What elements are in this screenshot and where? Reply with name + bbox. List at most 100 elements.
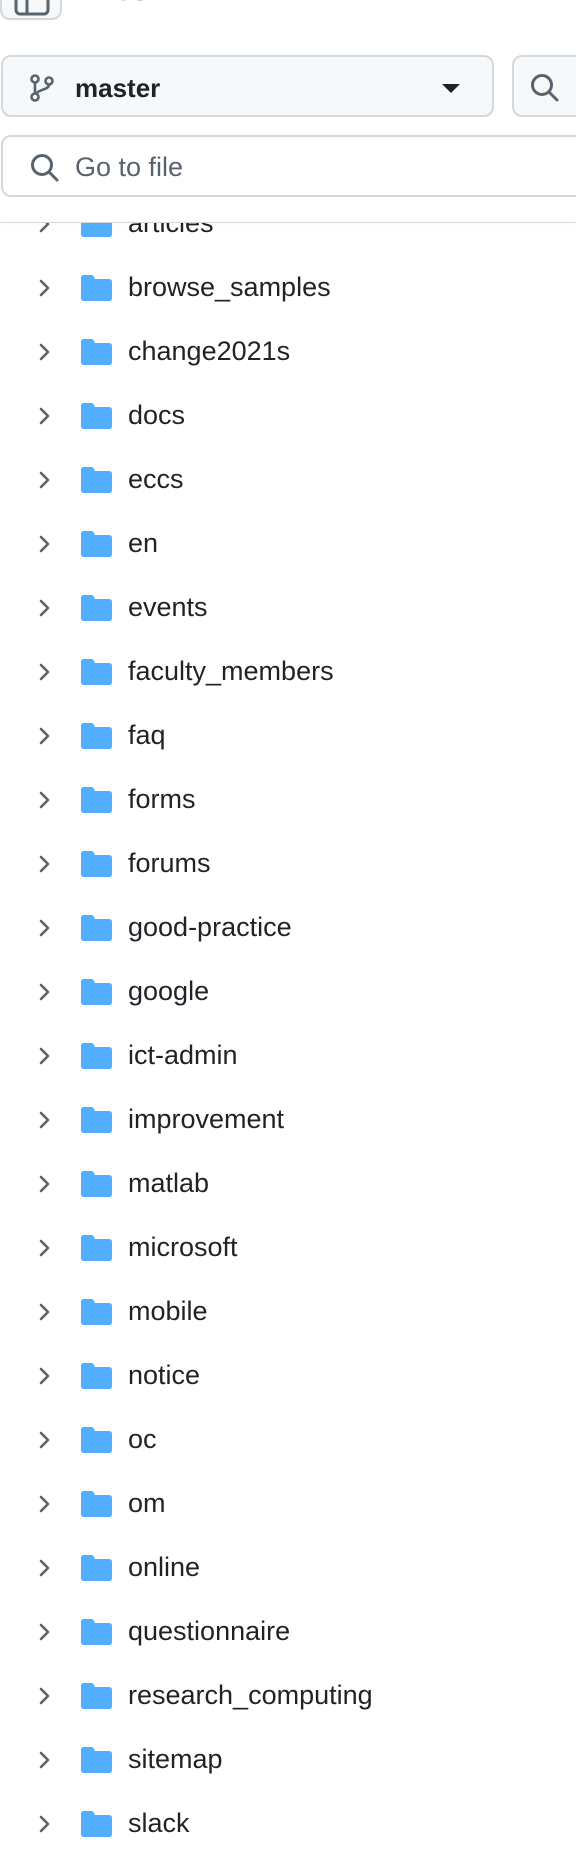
tree-item-folder[interactable]: mobile (0, 1280, 576, 1344)
tree-item-folder[interactable]: questionnaire (0, 1600, 576, 1664)
go-to-file-field[interactable] (1, 135, 576, 197)
chevron-right-icon[interactable] (38, 222, 52, 234)
tree-item-folder[interactable]: oc (0, 1408, 576, 1472)
chevron-right-icon[interactable] (38, 1238, 52, 1258)
chevron-right-icon[interactable] (38, 1046, 52, 1066)
tree-item-label: online (128, 1552, 201, 1582)
tree-item-label: en (128, 528, 159, 558)
folder-icon (81, 1043, 112, 1069)
folder-icon (81, 1171, 112, 1197)
tree-item-folder[interactable]: browse_samples (0, 256, 576, 320)
folder-icon (81, 659, 112, 685)
tree-item-label: slack (128, 1808, 190, 1838)
tree-item-label: sitemap (128, 1744, 223, 1774)
branch-selector-button[interactable]: master (1, 55, 494, 117)
tree-item-folder[interactable]: slack (0, 1792, 576, 1856)
folder-icon (81, 979, 112, 1005)
go-to-file-input[interactable] (75, 147, 555, 187)
chevron-right-icon[interactable] (38, 1622, 52, 1642)
tree-item-folder[interactable]: improvement (0, 1088, 576, 1152)
tree-item-folder[interactable]: faq (0, 704, 576, 768)
chevron-right-icon[interactable] (38, 1174, 52, 1194)
tree-item-folder[interactable]: docs (0, 384, 576, 448)
folder-icon (81, 1107, 112, 1133)
chevron-right-icon[interactable] (38, 342, 52, 362)
chevron-right-icon[interactable] (38, 918, 52, 938)
folder-icon (81, 467, 112, 493)
folder-icon (81, 531, 112, 557)
chevron-right-icon[interactable] (38, 1110, 52, 1130)
chevron-right-icon[interactable] (38, 534, 52, 554)
tree-item-folder[interactable]: en (0, 512, 576, 576)
chevron-right-icon[interactable] (38, 662, 52, 682)
folder-icon (81, 787, 112, 813)
file-tree-list: articles browse_samples change2021s docs ecc… (0, 222, 576, 1856)
tree-item-label: om (128, 1488, 166, 1518)
chevron-right-icon[interactable] (38, 1494, 52, 1514)
tree-item-folder[interactable]: ict-admin (0, 1024, 576, 1088)
chevron-right-icon[interactable] (38, 1558, 52, 1578)
sidebar-collapse-icon (14, 0, 50, 16)
chevron-right-icon[interactable] (38, 726, 52, 746)
folder-icon (81, 1235, 112, 1261)
tree-item-folder[interactable]: sitemap (0, 1728, 576, 1792)
tree-item-folder[interactable]: matlab (0, 1152, 576, 1216)
folder-icon (81, 1683, 112, 1709)
tree-item-label: matlab (128, 1168, 210, 1198)
tree-item-label: forums (128, 848, 211, 878)
tree-item-folder[interactable]: faculty_members (0, 640, 576, 704)
tree-item-folder[interactable]: good-practice (0, 896, 576, 960)
folder-icon (81, 339, 112, 365)
tree-item-folder[interactable]: om (0, 1472, 576, 1536)
chevron-right-icon[interactable] (38, 1814, 52, 1834)
files-header: Files (0, 0, 576, 20)
folder-icon (81, 403, 112, 429)
folder-icon (81, 222, 112, 237)
tree-item-folder[interactable]: research_computing (0, 1664, 576, 1728)
chevron-right-icon[interactable] (38, 598, 52, 618)
tree-item-label: docs (128, 400, 186, 430)
folder-icon (81, 1619, 112, 1645)
tree-item-label: events (128, 592, 208, 622)
tree-item-label: research_computing (128, 1680, 373, 1710)
tree-item-folder[interactable]: forms (0, 768, 576, 832)
tree-item-label: forms (128, 784, 196, 814)
tree-item-folder[interactable]: articles (0, 222, 576, 256)
tree-item-folder[interactable]: change2021s (0, 320, 576, 384)
folder-icon (81, 915, 112, 941)
tree-item-label: google (128, 976, 210, 1006)
tree-item-folder[interactable]: notice (0, 1344, 576, 1408)
search-code-button[interactable] (512, 55, 576, 117)
tree-item-label: browse_samples (128, 272, 331, 302)
chevron-right-icon[interactable] (38, 1430, 52, 1450)
tree-item-folder[interactable]: forums (0, 832, 576, 896)
tree-item-folder[interactable]: events (0, 576, 576, 640)
chevron-right-icon[interactable] (38, 470, 52, 490)
chevron-right-icon[interactable] (38, 790, 52, 810)
chevron-right-icon[interactable] (38, 1366, 52, 1386)
folder-icon (81, 1363, 112, 1389)
git-branch-icon (30, 74, 54, 102)
folder-icon (81, 1299, 112, 1325)
folder-icon (81, 1555, 112, 1581)
tree-item-label: microsoft (128, 1232, 238, 1262)
tree-item-folder[interactable]: google (0, 960, 576, 1024)
folder-icon (81, 1427, 112, 1453)
chevron-right-icon[interactable] (38, 854, 52, 874)
tree-item-folder[interactable]: online (0, 1536, 576, 1600)
collapse-file-tree-button[interactable] (0, 0, 62, 20)
tree-item-folder[interactable]: eccs (0, 448, 576, 512)
chevron-right-icon[interactable] (38, 1302, 52, 1322)
chevron-down-icon (442, 84, 460, 93)
tree-item-label: eccs (128, 464, 184, 494)
folder-icon (81, 1747, 112, 1773)
chevron-right-icon[interactable] (38, 278, 52, 298)
chevron-right-icon[interactable] (38, 982, 52, 1002)
chevron-right-icon[interactable] (38, 1750, 52, 1770)
chevron-right-icon[interactable] (38, 1686, 52, 1706)
tree-item-label: improvement (128, 1104, 285, 1134)
tree-item-label: questionnaire (128, 1616, 291, 1646)
tree-item-folder[interactable]: microsoft (0, 1216, 576, 1280)
chevron-right-icon[interactable] (38, 406, 52, 426)
folder-icon (81, 851, 112, 877)
